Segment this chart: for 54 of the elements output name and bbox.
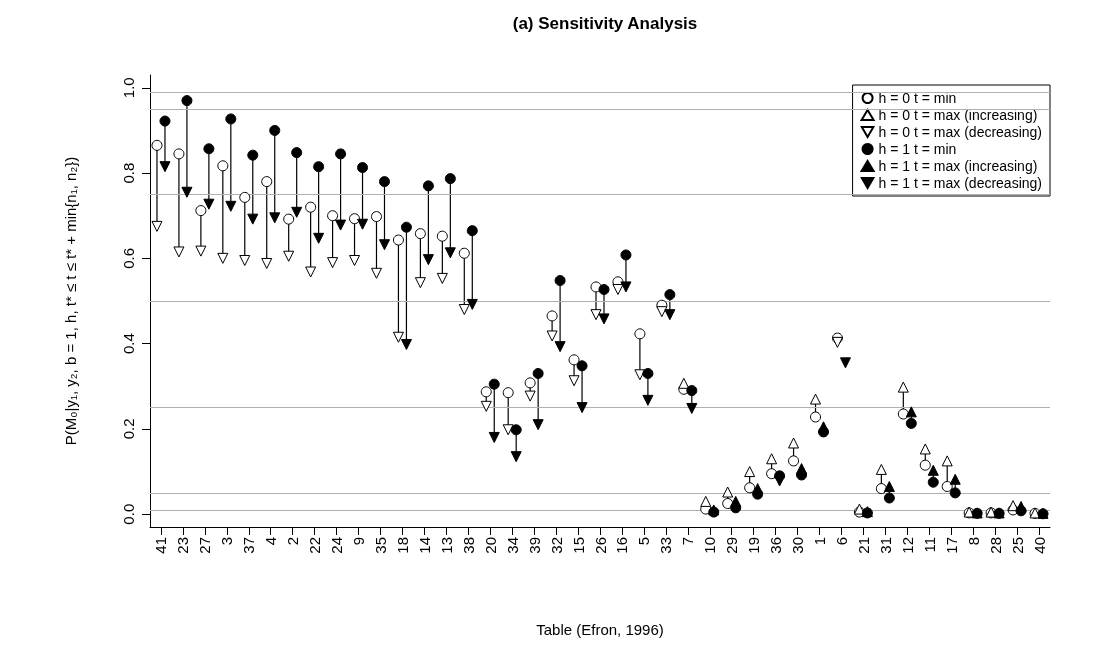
y-tick-label: 0.6 [120,247,137,269]
x-tick-label: 24 [328,537,346,554]
y-tick-label: 1.0 [120,77,137,99]
y-tick-label: 0.4 [120,333,137,355]
x-tick-label: 40 [1030,537,1048,554]
x-tick-label: 25 [1008,537,1026,554]
chart-title: (a) Sensitivity Analysis [512,14,698,33]
x-tick-label: 9 [350,537,368,546]
x-tick-label: 30 [789,537,807,554]
x-tick-label: 12 [898,537,916,554]
x-tick-label: 14 [415,537,433,554]
x-tick-label: 41 [152,537,170,554]
x-tick-label: 19 [745,537,763,554]
x-tick-label: 33 [657,537,675,554]
legend-label: h = 1 t = max (increasing) [878,158,1038,174]
x-tick-label: 28 [986,537,1004,554]
legend-label: h = 1 t = max (decreasing) [878,175,1043,191]
legend-label: h = 1 t = min [878,141,957,157]
x-tick-label: 22 [306,537,324,554]
x-tick-label: 39 [525,537,543,554]
x-tick-label: 15 [569,537,587,554]
x-tick-label: 17 [942,537,960,554]
x-tick-label: 23 [174,537,192,554]
x-axis-title: Table (Efron, 1996) [536,621,664,638]
x-tick-label: 31 [876,537,894,554]
x-tick-label: 26 [591,537,609,554]
x-tick-label: 16 [613,537,631,554]
x-tick-label: 2 [284,537,302,546]
x-tick-label: 32 [547,537,565,554]
x-tick-label: 8 [964,537,982,546]
y-axis-title: P(M₀|y₁, y₂, b = 1, h, t* ≤ t ≤ t* + min{n₁, n₂}) [62,156,79,446]
x-tick-label: 37 [240,537,258,554]
x-tick-label: 10 [701,537,719,554]
x-tick-label: 5 [635,537,653,546]
legend-label: h = 0 t = max (decreasing) [878,124,1043,140]
y-tick-label: 0.2 [120,418,137,440]
x-tick-label: 7 [679,537,697,546]
x-tick-label: 13 [437,537,455,554]
x-tick-label: 35 [371,537,389,554]
x-tick-label: 11 [920,537,938,553]
x-tick-label: 36 [767,537,785,554]
x-tick-label: 6 [832,537,850,546]
x-tick-label: 18 [393,537,411,554]
x-tick-label: 34 [503,537,521,554]
x-tick-label: 27 [196,537,214,554]
x-tick-label: 29 [723,537,741,554]
x-tick-label: 21 [854,537,872,554]
y-tick-label: 0.0 [120,503,137,525]
x-tick-label: 38 [459,537,477,554]
x-tick-label: 4 [262,537,280,546]
x-tick-label: 1 [811,537,829,546]
x-tick-label: 3 [218,537,236,546]
y-tick-label: 0.8 [120,162,137,184]
x-tick-label: 20 [481,537,499,554]
